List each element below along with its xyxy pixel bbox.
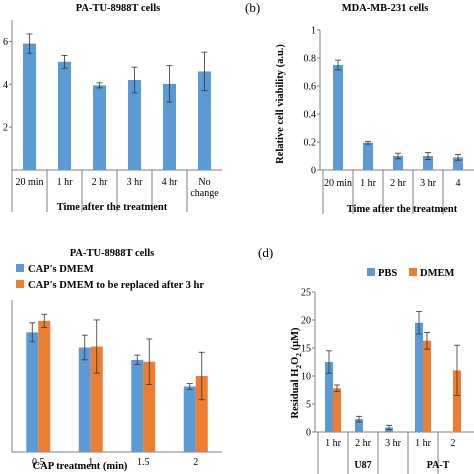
chart-d-y-tick-label: 0	[306, 428, 311, 439]
chart-d: (d) PBS DMEM Residual H2O2 (μM) 0 5 10 15 20 2…	[258, 245, 474, 474]
chart-a-category-label: 4 hr	[162, 177, 179, 188]
chart-d-category-label: 1 hr	[415, 438, 432, 449]
chart-b-category-label: 20 min	[324, 178, 352, 189]
chart-b-y-tick-label: 0.4	[304, 110, 317, 121]
chart-b-title: MDA-MB-231 cells	[342, 3, 429, 14]
chart-d-category-label: 1 hr	[325, 438, 342, 449]
chart-d-y-tick-label: 20	[301, 316, 311, 327]
chart-a-category-label: 1 hr	[57, 177, 74, 188]
chart-d-bar	[325, 362, 333, 432]
chart-c-legend-swatch	[16, 264, 24, 272]
chart-b-y-tick-label: 0.6	[304, 82, 317, 93]
chart-d-category-label: 2	[451, 438, 456, 449]
chart-d-legend-label: DMEM	[420, 268, 454, 279]
chart-c-title: PA-TU-8988T cells	[70, 248, 154, 259]
chart-a-bar	[198, 71, 211, 170]
chart-d-bar	[355, 419, 363, 432]
chart-d-legend-swatch	[409, 268, 417, 276]
chart-d-bar	[333, 388, 341, 432]
chart-a-y-tick-label: 6	[3, 37, 8, 48]
chart-c-category-label: 2	[193, 457, 198, 468]
chart-d-group-label: PA-T	[427, 460, 450, 471]
chart-d-y-tick-label: 15	[301, 344, 311, 355]
chart-d-bar	[423, 340, 431, 432]
chart-a-category-label: 3 hr	[127, 177, 144, 188]
chart-d-category-label: 3 hr	[385, 438, 402, 449]
chart-a-y-tick-label: 4	[3, 80, 8, 91]
chart-c-bar	[78, 347, 91, 452]
chart-c-bar	[195, 376, 208, 452]
chart-d-y-tick-label: 5	[306, 400, 311, 411]
chart-d-bar	[453, 370, 461, 432]
chart-d-y-label: Residual H2O2 (μM)	[290, 327, 303, 419]
chart-b-y-tick-label: 0	[311, 166, 316, 177]
chart-c-legend-swatch	[16, 280, 24, 288]
chart-a-title: PA-TU-8988T cells	[76, 3, 160, 14]
chart-c-x-label: CAP treatment (min)	[33, 461, 128, 472]
chart-c-bar	[183, 386, 196, 452]
chart-b-y-tick-label: 0.2	[304, 138, 317, 149]
chart-d-legend-label: PBS	[378, 268, 397, 279]
chart-c-category-label: 1	[88, 457, 93, 468]
chart-c-category-label: 0.5	[32, 457, 45, 468]
chart-c-bar	[131, 359, 144, 452]
chart-a-bar	[163, 83, 176, 170]
chart-d-category-label: 2 hr	[355, 438, 372, 449]
chart-a-x-label: Time after the treatment	[57, 202, 168, 213]
chart-d-group-label: U87	[354, 460, 371, 471]
chart-d-panel-label: (d)	[258, 245, 273, 260]
chart-a-bar	[93, 85, 106, 170]
chart-c-bar	[38, 320, 51, 452]
chart-c-category-label: 1.5	[137, 457, 150, 468]
chart-a-y-tick-label: 2	[3, 123, 8, 134]
chart-b-bar	[363, 142, 373, 170]
chart-a-bar	[58, 61, 71, 170]
chart-a-category-label: No change	[190, 177, 219, 199]
chart-b-bar	[393, 156, 403, 170]
chart-b-x-label: Time after the treatment	[347, 204, 458, 215]
chart-d-bar	[415, 322, 423, 432]
chart-b-category-label: 1 hr	[360, 178, 377, 189]
chart-b-bar	[423, 156, 433, 170]
chart-b: (b) MDA-MB-231 cells Relative cell viabi…	[245, 0, 474, 215]
chart-d-y-tick-label: 10	[301, 372, 311, 383]
chart-b-category-label: 4	[456, 178, 461, 189]
chart-b-bar	[333, 65, 343, 170]
chart-c: PA-TU-8988T cells CAP's DMEM CAP's DMEM t…	[11, 248, 222, 472]
chart-b-y-tick-label: 1	[311, 26, 316, 37]
chart-b-category-label: 3 hr	[420, 178, 437, 189]
chart-d-y-tick-label: 25	[301, 288, 311, 299]
chart-c-legend-label: CAP's DMEM	[28, 264, 94, 275]
chart-a-category-label: 20 min	[15, 177, 43, 188]
chart-b-y-tick-label: 0.8	[304, 54, 317, 65]
chart-a-bar	[128, 80, 141, 170]
chart-b-panel-label: (b)	[245, 0, 260, 15]
chart-b-bar	[453, 157, 463, 170]
chart-b-y-label: Relative cell viability (a.u.)	[275, 44, 286, 164]
chart-a-bar	[23, 43, 36, 171]
chart-c-bar	[26, 332, 39, 452]
chart-a: PA-TU-8988T cells 2 4 6 20 min 1 hr 2 hr 3 hr…	[3, 3, 222, 213]
chart-d-legend-swatch	[367, 268, 375, 276]
chart-b-category-label: 2 hr	[390, 178, 407, 189]
chart-c-legend-label: CAP's DMEM to be replaced after 3 hr	[28, 280, 204, 291]
chart-a-category-label: 2 hr	[92, 177, 109, 188]
